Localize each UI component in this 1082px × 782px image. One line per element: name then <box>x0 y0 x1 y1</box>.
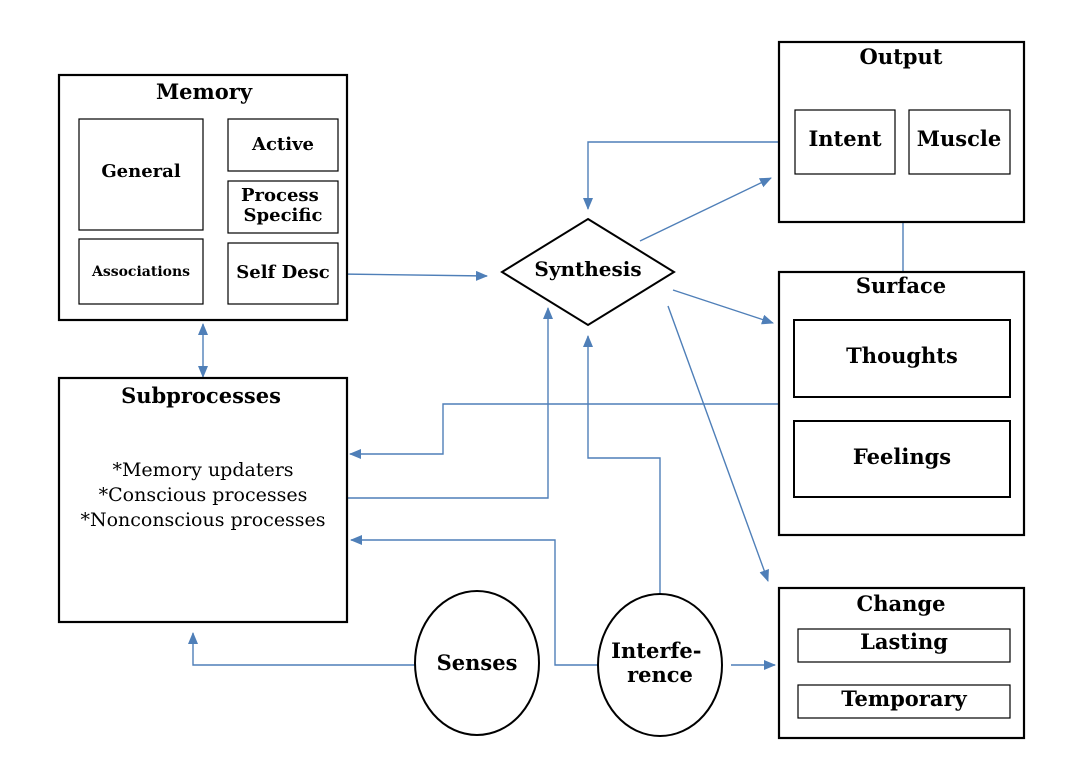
arrow-intent-to-synthesis <box>583 141 795 210</box>
arrow-synthesis-to-change <box>667 305 769 582</box>
arrow-surface-to-subprocesses <box>349 403 779 459</box>
arrow-interference-to-synthesis <box>583 335 661 597</box>
process-specific-line1: Process <box>241 185 319 206</box>
output-title: Output <box>860 44 943 69</box>
change-box: Change Lasting Temporary <box>777 586 1026 740</box>
interference-line2: rence <box>627 662 693 687</box>
memory-active-label: Active <box>251 134 314 155</box>
memory-process-specific-box <box>227 180 339 234</box>
arrow-synthesis-to-surface <box>672 289 774 325</box>
surface-thoughts-box <box>793 319 1011 398</box>
memory-active-box <box>227 118 339 172</box>
memory-associations-label: Associations <box>91 264 190 280</box>
arrow-synthesis-to-output <box>639 177 772 242</box>
synthesis-label: Synthesis <box>534 257 641 281</box>
subprocess-item-conscious: *Conscious processes <box>99 484 308 506</box>
memory-associations-box <box>78 238 204 305</box>
memory-general-box <box>78 118 204 231</box>
subprocesses-title: Subprocesses <box>121 383 281 408</box>
memory-general-label: General <box>101 161 181 182</box>
memory-selfdesc-label: Self Desc <box>236 262 329 283</box>
surface-feelings-label: Feelings <box>853 444 951 469</box>
arrow-selfdesc-to-synthesis <box>337 270 488 281</box>
surface-thoughts-label: Thoughts <box>846 343 958 368</box>
output-intent-box <box>794 109 896 175</box>
connectors <box>188 141 904 670</box>
output-intent-label: Intent <box>808 126 881 151</box>
output-muscle-box <box>908 109 1011 175</box>
interference-label: Interfe- rence <box>611 638 709 687</box>
arrow-interference-to-subprocesses <box>350 535 602 666</box>
subprocess-item-nonconscious: *Nonconscious processes <box>80 509 325 531</box>
senses-node: Senses <box>414 590 540 736</box>
surface-title: Surface <box>856 273 946 298</box>
memory-box: Memory General Active Process Specific A… <box>57 73 349 322</box>
change-temporary-label: Temporary <box>841 686 967 711</box>
subprocess-item-memory-updaters: *Memory updaters <box>112 459 293 481</box>
subprocesses-box: Subprocesses *Memory updaters *Conscious… <box>57 376 349 624</box>
change-temporary-box <box>797 684 1011 719</box>
memory-process-specific-label: Process Specific <box>241 185 325 226</box>
memory-title: Memory <box>156 79 253 104</box>
output-box: Output Intent Muscle <box>777 40 1026 224</box>
output-muscle-label: Muscle <box>917 126 1001 151</box>
change-lasting-label: Lasting <box>860 629 948 654</box>
change-lasting-box <box>797 628 1011 663</box>
change-title: Change <box>857 591 946 616</box>
memory-selfdesc-box <box>227 242 339 305</box>
synthesis-node: Synthesis <box>500 217 676 327</box>
interference-node: Interfe- rence <box>597 593 723 737</box>
process-specific-line2: Specific <box>244 205 323 226</box>
arrow-subprocesses-to-synthesis <box>348 307 553 499</box>
senses-label: Senses <box>437 650 518 675</box>
interference-line1: Interfe- <box>611 638 701 663</box>
surface-box: Surface Thoughts Feelings <box>777 270 1026 537</box>
surface-feelings-box <box>793 420 1011 498</box>
arrow-senses-to-subprocesses <box>188 632 415 666</box>
